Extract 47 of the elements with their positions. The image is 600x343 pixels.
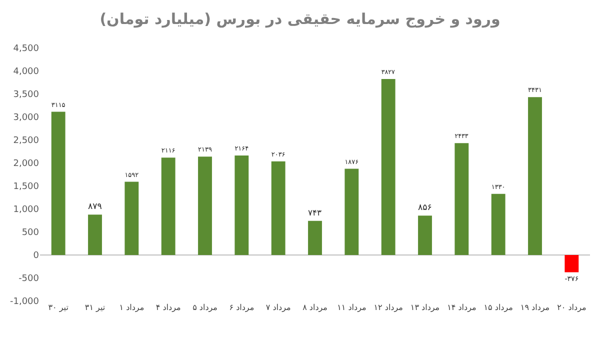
bar [381,78,396,255]
x-tick-label: ۱ مرداد [119,303,144,312]
bar [161,158,176,255]
bar [564,255,579,272]
x-tick-label: ۱۴ مرداد [447,303,476,312]
data-label: ۷۴۳ [308,207,322,218]
x-tick-label: ۴ مرداد [156,303,181,312]
data-label: -۳۷۶ [564,274,579,283]
bar [271,161,286,255]
data-label: ۸۵۶ [418,203,432,214]
bar [308,220,322,255]
y-tick-label: 2,000 [13,159,40,170]
x-tick-label: ۳۱ تیر [84,303,106,312]
y-tick-label: -500 [18,274,40,284]
bar [491,194,506,255]
chart-title: ورود و خروج سرمایه حقیقی در بورس (میلیارد تومان) [100,10,500,28]
y-tick-label: 0 [33,251,40,262]
bar [88,214,102,255]
x-tick-label: ۱۹ مرداد [520,303,550,312]
x-tick-label: ۳۰ تیر [48,303,68,312]
x-tick-label: ۶ مرداد [229,303,254,312]
y-tick-label: 1,500 [13,182,40,192]
y-tick-label: -1,000 [10,297,40,308]
y-tick-label: 3,500 [13,90,40,100]
y-tick-label: 4,000 [13,67,40,78]
y-tick-label: 1,000 [13,205,40,216]
bar [234,155,249,255]
y-tick-label: 4,500 [13,44,40,54]
data-label: ۸۷۹ [88,202,102,212]
y-tick-label: 3,000 [13,113,40,124]
bar [418,216,432,255]
bar [344,168,359,255]
x-tick-label: ۷ مرداد [266,303,291,312]
bar [51,112,66,255]
x-tick-label: ۱۲ مرداد [374,303,403,312]
bar [454,143,469,255]
x-tick-label: ۲۰ مرداد [557,303,586,312]
y-tick-label: 500 [22,228,40,238]
bar [528,97,542,255]
bar [198,156,212,255]
bar [124,182,139,255]
x-tick-label: ۱۵ مرداد [484,303,513,312]
x-tick-label: ۱۳ مرداد [410,303,440,312]
y-tick-label: 2,500 [13,136,40,146]
x-tick-label: ۸ مرداد [302,303,328,312]
x-tick-label: ۱۱ مرداد [337,303,366,312]
x-tick-label: ۵ مرداد [192,303,218,312]
